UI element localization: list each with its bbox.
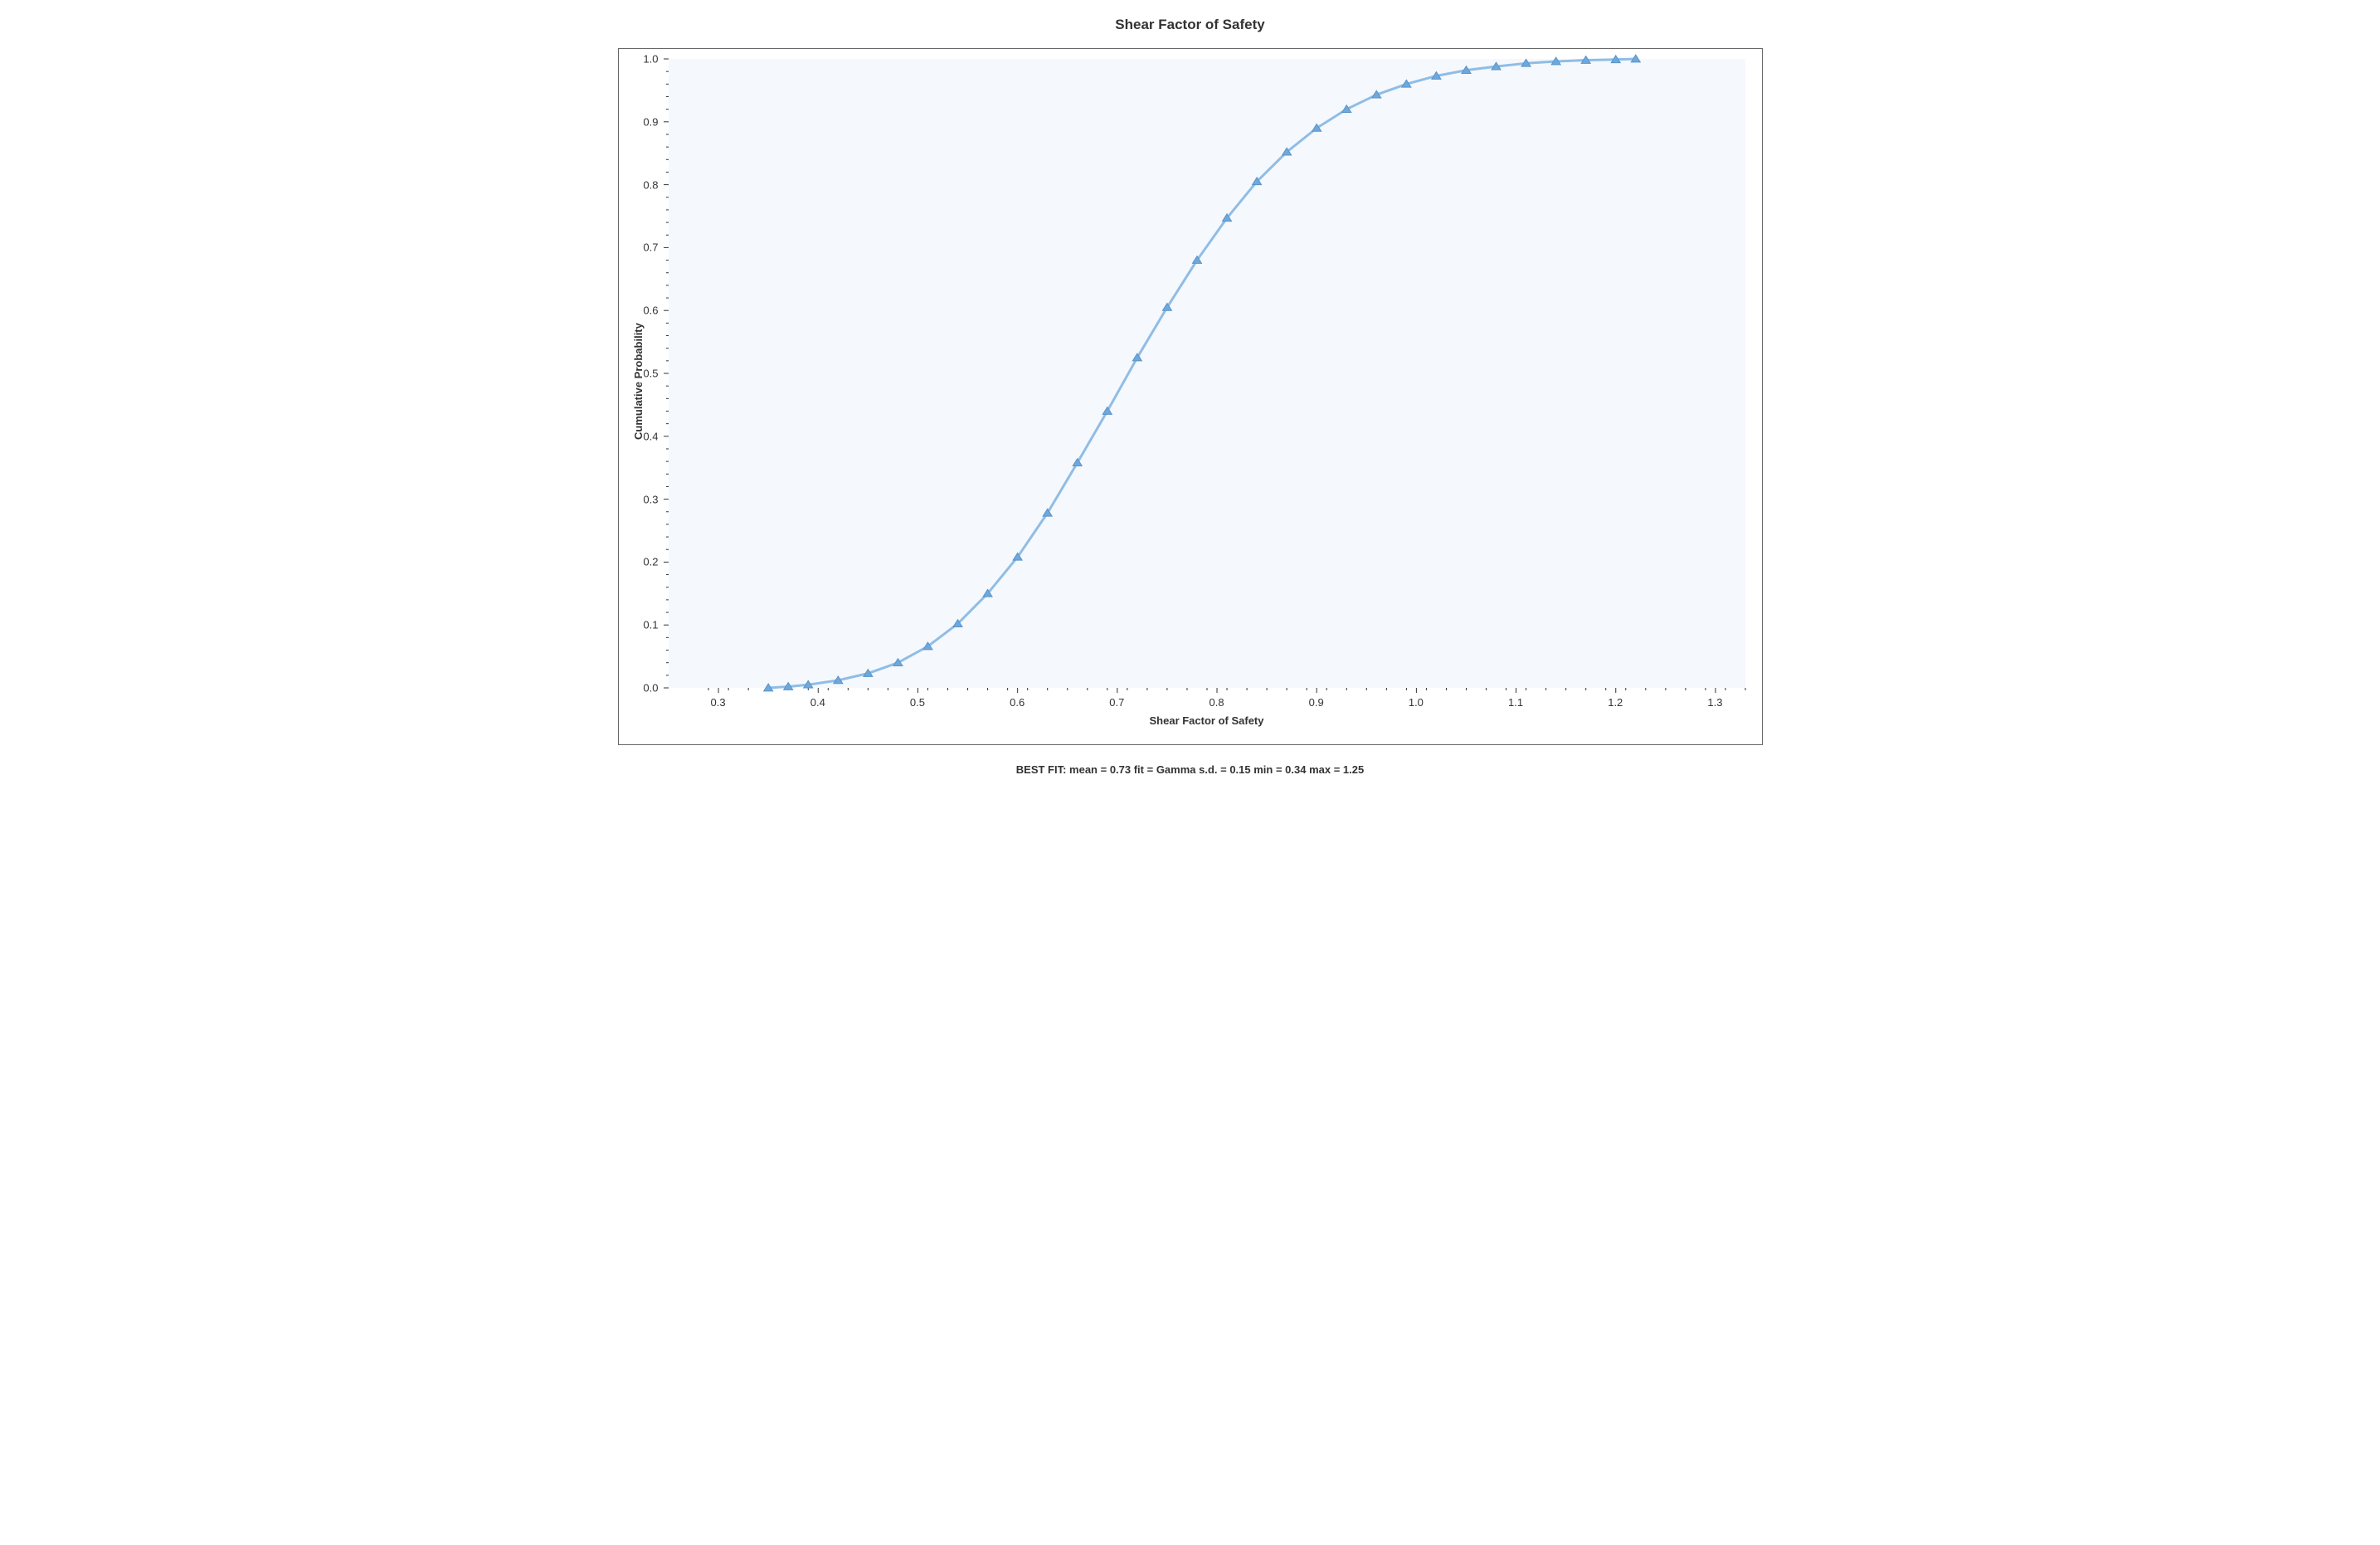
x-tick-label: 0.4 <box>810 696 825 709</box>
y-tick-label: 0.1 <box>643 619 658 631</box>
y-tick-label: 0.0 <box>643 682 658 695</box>
y-tick-label: 1.0 <box>643 53 658 66</box>
x-tick-label: 0.7 <box>1109 696 1124 709</box>
y-tick-label: 0.5 <box>643 368 658 380</box>
y-tick-label: 0.3 <box>643 493 658 505</box>
x-tick-label: 0.8 <box>1209 696 1224 709</box>
x-tick-label: 0.5 <box>910 696 925 709</box>
y-tick-label: 0.6 <box>643 305 658 317</box>
x-tick-label: 1.3 <box>1707 696 1722 709</box>
y-tick-label: 0.4 <box>643 430 658 442</box>
x-tick-label: 0.9 <box>1309 696 1324 709</box>
y-tick-label: 0.9 <box>643 115 658 128</box>
chart-svg <box>619 49 1764 746</box>
best-fit-caption: BEST FIT: mean = 0.73 fit = Gamma s.d. =… <box>33 763 2347 776</box>
x-tick-label: 1.2 <box>1608 696 1623 709</box>
y-tick-label: 0.8 <box>643 178 658 191</box>
x-tick-label: 0.6 <box>1010 696 1025 709</box>
x-axis-label: Shear Factor of Safety <box>1150 714 1264 727</box>
y-tick-label: 0.2 <box>643 556 658 568</box>
x-tick-label: 1.0 <box>1409 696 1424 709</box>
plot-background <box>669 59 1745 688</box>
y-tick-label: 0.7 <box>643 241 658 254</box>
plot-frame: 0.3 0.4 0.5 0.6 0.7 0.8 0.9 1.0 1.1 1.2 1.3 0.0 0.1 0… <box>618 48 1763 745</box>
x-tick-label: 0.3 <box>711 696 726 709</box>
chart-wrapper: Shear Factor of Safety 0.30.40.50.60.70.… <box>0 0 2380 792</box>
y-axis-label: Cumulative Probability <box>632 323 645 440</box>
x-tick-label: 1.1 <box>1508 696 1523 709</box>
chart-title: Shear Factor of Safety <box>33 17 2347 33</box>
